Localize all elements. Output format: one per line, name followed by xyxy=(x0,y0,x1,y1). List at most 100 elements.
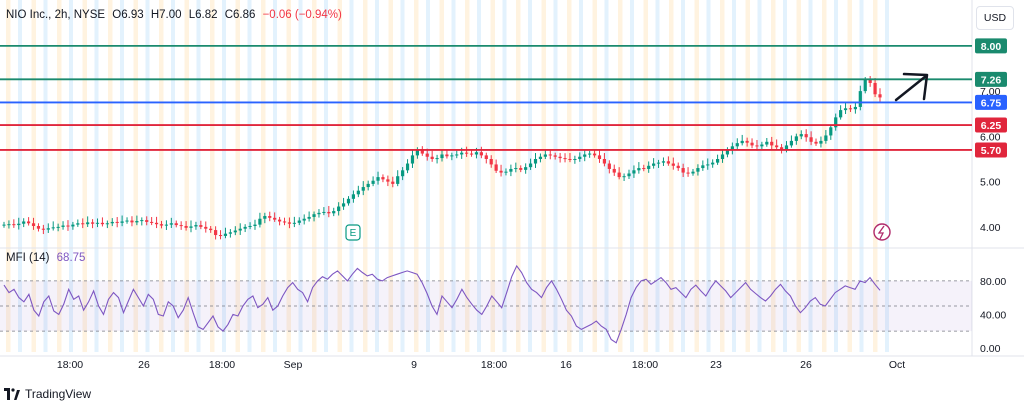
brand: TradingView xyxy=(4,387,91,401)
session-band xyxy=(388,0,393,352)
candle-body xyxy=(681,168,685,173)
session-band xyxy=(477,0,481,352)
level-label: 5.70 xyxy=(981,145,1002,157)
session-band xyxy=(363,0,368,352)
candle-body xyxy=(115,221,119,223)
candle-body xyxy=(755,145,759,147)
candle-body xyxy=(415,149,419,156)
time-tick-label: 23 xyxy=(710,359,722,371)
candle-body xyxy=(750,142,754,146)
candle-body xyxy=(209,228,213,231)
candle-body xyxy=(361,187,365,191)
candle-body xyxy=(794,136,798,141)
candle-body xyxy=(848,108,853,110)
mfi-legend: MFI (14) 68.75 xyxy=(6,252,85,264)
candle-body xyxy=(829,127,833,136)
session-band xyxy=(822,0,827,352)
time-tick-label: 26 xyxy=(138,359,150,371)
candle-body xyxy=(656,162,661,164)
candle-body xyxy=(238,228,242,231)
candle-body xyxy=(169,223,173,225)
candle-body xyxy=(282,221,287,223)
candle-body xyxy=(214,230,218,236)
candle-body xyxy=(450,155,454,157)
session-band xyxy=(312,0,317,352)
session-band xyxy=(732,0,736,352)
mfi-line xyxy=(3,264,881,344)
candle-body xyxy=(135,221,139,223)
candle-body xyxy=(652,163,656,166)
candle-body xyxy=(17,223,21,226)
candle-body xyxy=(248,225,252,227)
candle-body xyxy=(150,221,154,223)
candle-body xyxy=(568,159,572,160)
candle-body xyxy=(469,153,474,155)
session-band xyxy=(669,0,674,352)
candle-body xyxy=(642,168,646,170)
candle-body xyxy=(317,212,321,215)
candle-body xyxy=(159,224,164,226)
candle-body xyxy=(627,173,631,177)
session-band xyxy=(757,0,762,352)
candle-body xyxy=(553,155,557,157)
session-band xyxy=(120,0,124,352)
price-tick-label: 6.00 xyxy=(980,131,1001,143)
time-tick-label: 18:00 xyxy=(632,359,658,371)
session-band xyxy=(414,0,419,352)
mfi-value: 68.75 xyxy=(56,252,86,264)
candle-body xyxy=(528,163,533,168)
candle-body xyxy=(179,225,183,227)
session-band xyxy=(771,0,776,352)
candle-body xyxy=(814,141,818,144)
candle-body xyxy=(46,228,50,230)
candle-body xyxy=(371,180,375,184)
candle-body xyxy=(76,223,80,225)
candle-body xyxy=(775,145,779,148)
session-band xyxy=(261,0,266,352)
candle-body xyxy=(292,222,296,224)
level-label: 6.25 xyxy=(981,120,1002,132)
session-band xyxy=(859,0,864,352)
candle-body xyxy=(632,170,636,174)
session-band xyxy=(567,0,572,352)
candle-body xyxy=(834,117,838,128)
session-band xyxy=(490,0,495,352)
candle-body xyxy=(174,223,178,226)
session-band xyxy=(720,0,725,352)
candle-body xyxy=(671,163,675,166)
session-band xyxy=(553,0,558,352)
session-band xyxy=(643,0,648,352)
session-band xyxy=(502,0,507,352)
tradingview-logo-icon xyxy=(4,388,20,400)
time-tick-label: 18:00 xyxy=(57,359,83,371)
session-band xyxy=(210,0,215,352)
session-band xyxy=(847,0,852,352)
candle-body xyxy=(686,172,690,174)
session-band xyxy=(159,0,164,352)
session-band xyxy=(108,0,113,352)
candle-body xyxy=(346,198,351,204)
candle-body xyxy=(706,164,710,166)
session-band xyxy=(579,0,583,352)
candle-body xyxy=(297,220,301,223)
candle-body xyxy=(563,158,567,160)
candle-body xyxy=(51,227,55,229)
candle-body xyxy=(740,140,744,144)
candle-body xyxy=(140,220,144,222)
candle-body xyxy=(277,219,282,222)
candle-body xyxy=(31,223,36,226)
session-band xyxy=(783,0,787,352)
candle-body xyxy=(494,164,498,171)
session-band xyxy=(31,0,36,352)
candle-body xyxy=(597,155,602,159)
candle-body xyxy=(804,134,808,138)
price-tick-label: 4.00 xyxy=(980,222,1001,234)
session-band xyxy=(171,0,175,352)
candle-body xyxy=(410,155,415,164)
candle-body xyxy=(779,147,784,150)
candle-body xyxy=(273,217,277,220)
candle-body xyxy=(538,156,543,159)
candle-body xyxy=(253,224,257,226)
currency-button[interactable]: USD xyxy=(976,6,1014,30)
